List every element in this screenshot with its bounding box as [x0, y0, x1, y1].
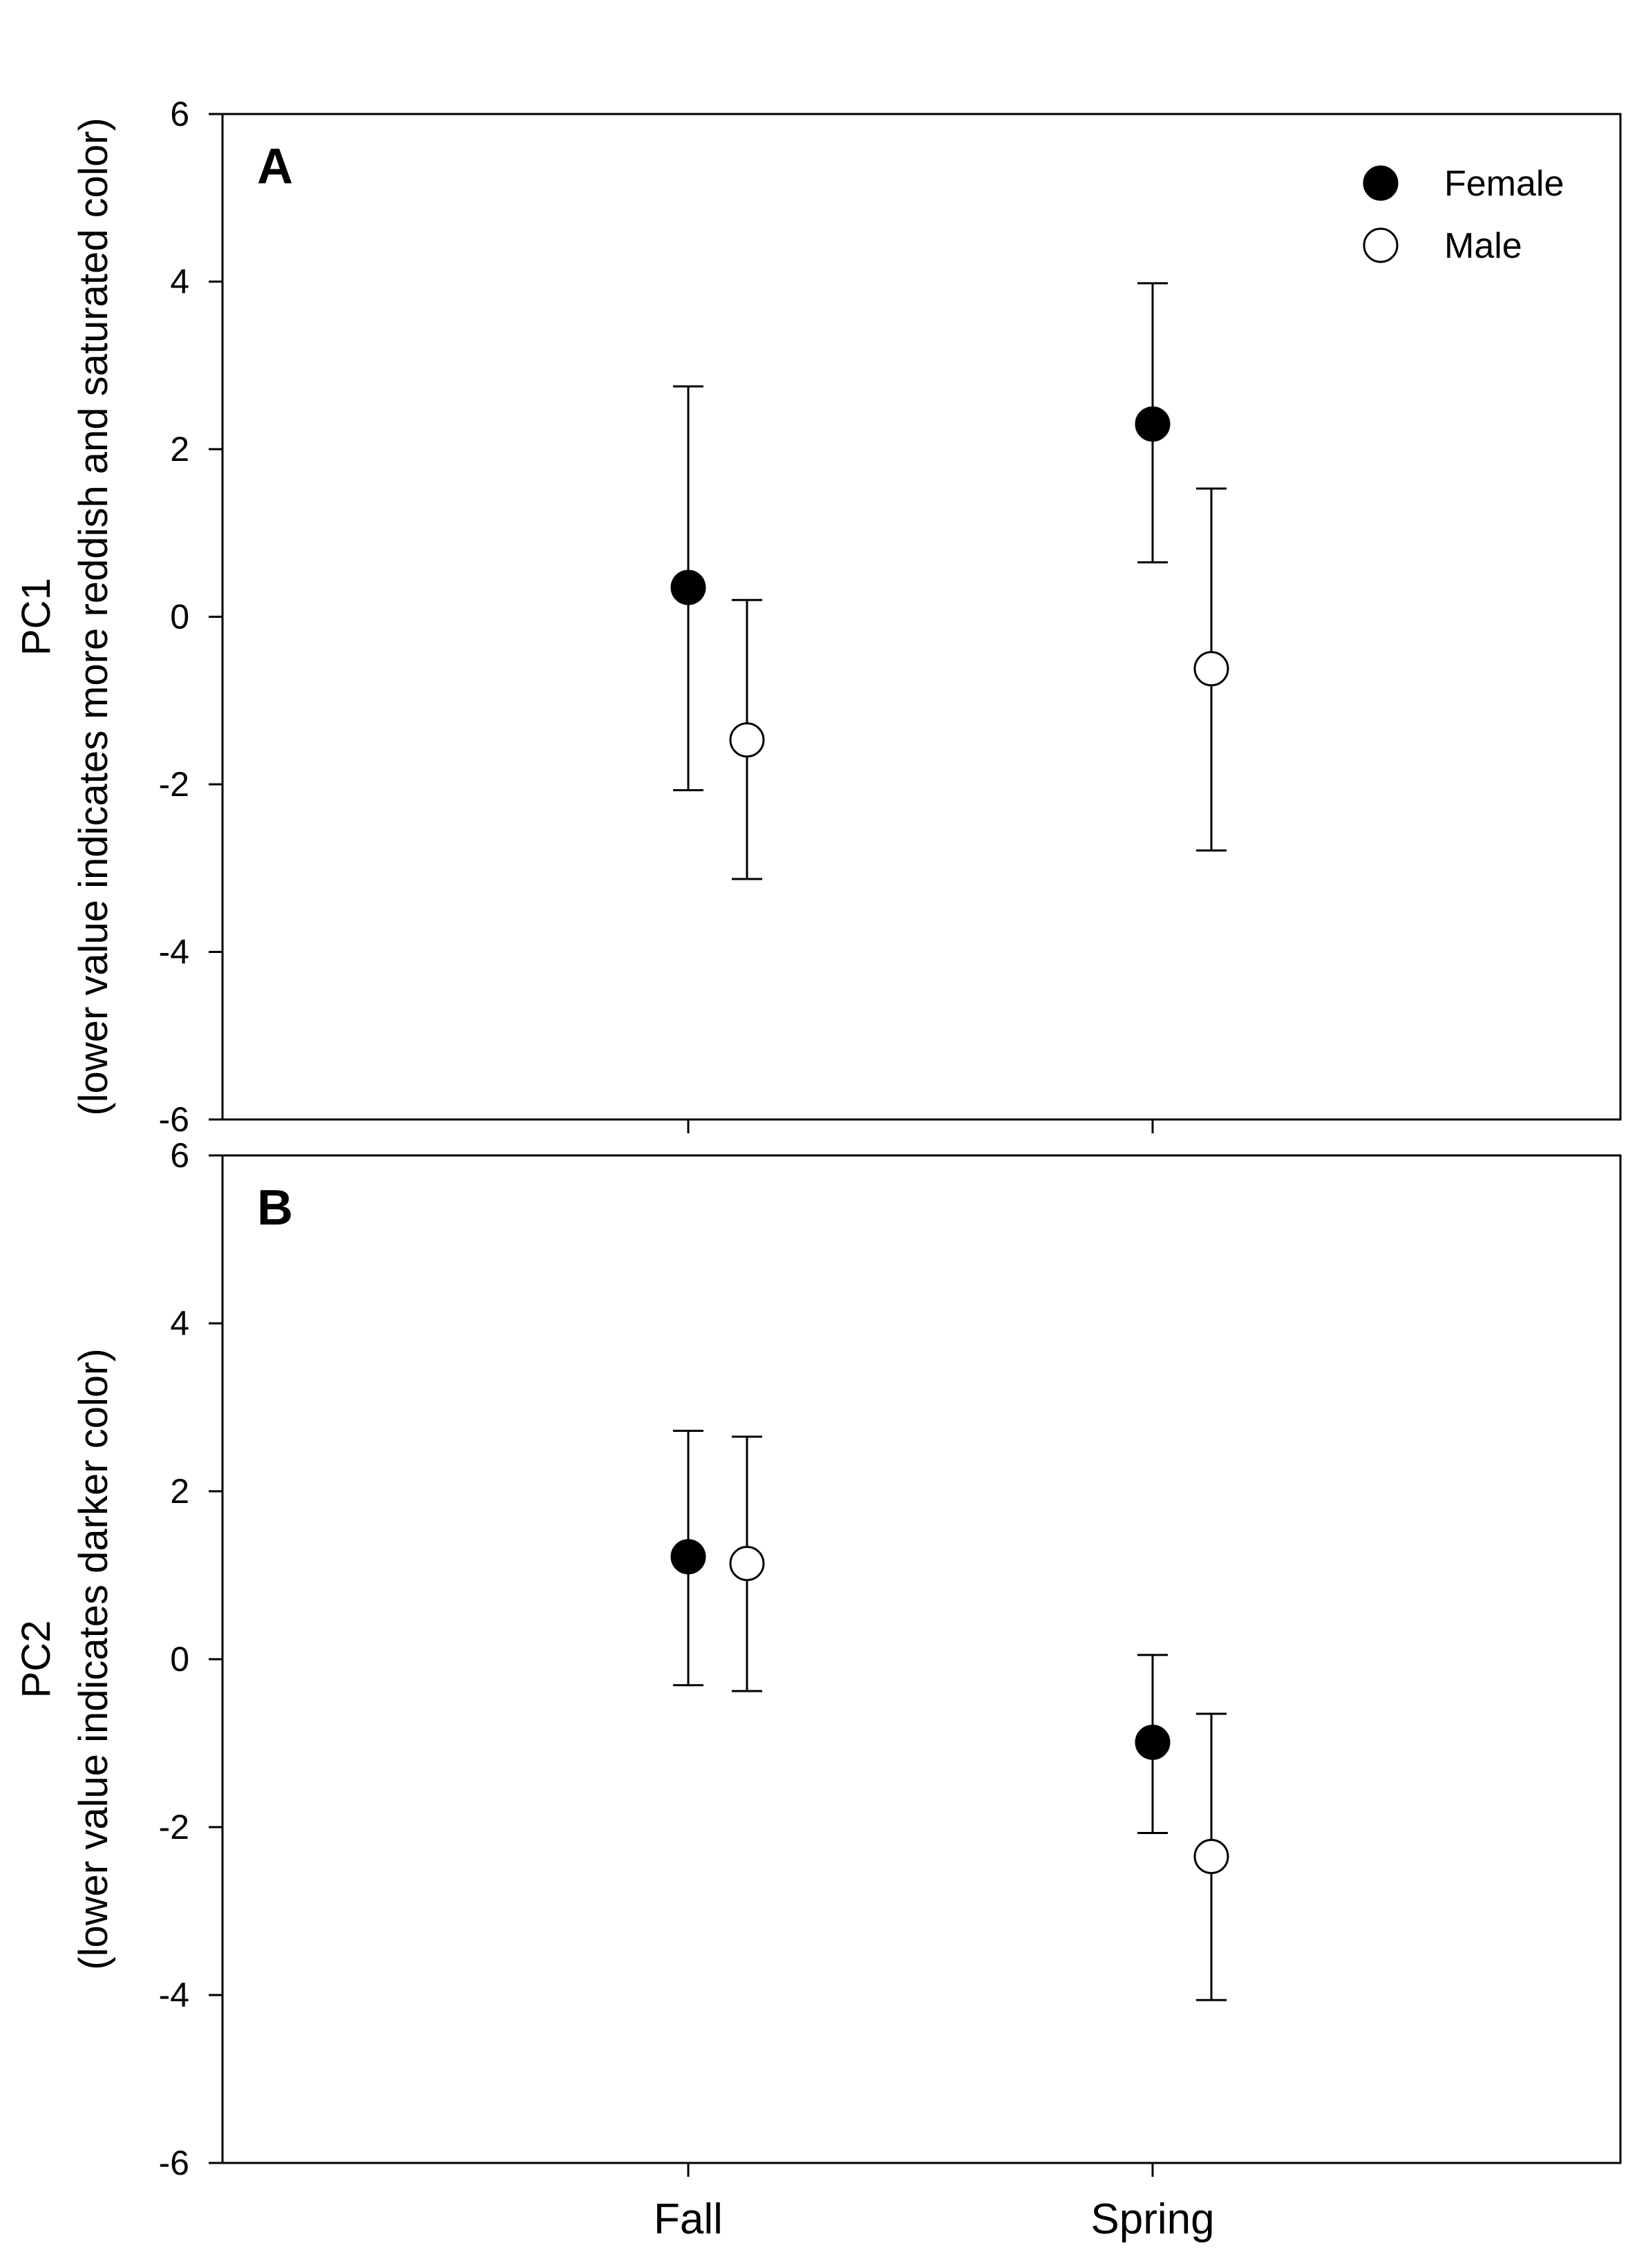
y-tick-label: -6: [159, 2144, 189, 2182]
open-circle-marker: [729, 1545, 765, 1581]
y-tick-label: 6: [170, 95, 189, 133]
y-tick-label: 4: [170, 1304, 189, 1343]
open-circle-marker: [1193, 651, 1229, 687]
data-point-female: [1135, 1654, 1171, 1835]
plot-frame: [221, 1154, 1622, 2164]
x-category-label: Fall: [654, 2195, 723, 2243]
filled-circle-marker: [670, 569, 706, 605]
y-tick-label: 0: [170, 1640, 189, 1679]
legend-label-female: Female: [1444, 164, 1564, 204]
panel-label: B: [257, 1180, 293, 1236]
open-circle-marker: [1193, 1839, 1229, 1875]
legend: Female Male: [1363, 164, 1564, 266]
data-point-male: [1193, 487, 1229, 852]
y-tick-label: 2: [170, 1472, 189, 1511]
y-tick-label: -2: [159, 765, 189, 804]
data-point-female: [1135, 282, 1171, 564]
data-point-male: [1193, 1712, 1229, 2001]
filled-circle-marker: [1135, 1724, 1171, 1760]
filled-circle-marker: [1135, 406, 1171, 442]
data-point-male: [729, 1435, 765, 1692]
chart-panel-a: -6 -4 -2 0 2 4 6 A PC1 (lower value indicates mor…: [14, 95, 1622, 1139]
y-tick-label: 0: [170, 598, 189, 636]
plot-frame: [221, 113, 1622, 1121]
x-category-label: Spring: [1090, 2195, 1214, 2243]
open-circle-marker: [729, 722, 765, 758]
y-tick-label: -4: [159, 933, 189, 972]
filled-circle-marker: [670, 1539, 706, 1575]
data-point-male: [729, 598, 765, 880]
y-axis-subtitle: (lower value indicates more reddish and …: [71, 117, 116, 1115]
legend-label-male: Male: [1444, 226, 1522, 266]
y-tick-label: -2: [159, 1808, 189, 1846]
y-axis-subtitle: (lower value indicates darker color): [71, 1348, 116, 1969]
y-tick-label: 4: [170, 263, 189, 301]
y-tick-label: -4: [159, 1976, 189, 2014]
legend-marker-female: [1363, 165, 1399, 201]
data-point-female: [670, 385, 706, 791]
legend-marker-male: [1363, 227, 1399, 263]
y-axis-title: PC1: [14, 578, 59, 656]
chart-panel-b: -6 -4 -2 0 2 4 6 B PC2 (lower value indicates dar…: [14, 1136, 1622, 2182]
y-axis-title: PC2: [14, 1620, 59, 1699]
y-tick-label: -6: [159, 1100, 189, 1139]
y-tick-label: 6: [170, 1136, 189, 1175]
panel-label: A: [257, 139, 293, 194]
y-tick-label: 2: [170, 430, 189, 469]
data-point-female: [670, 1430, 706, 1687]
